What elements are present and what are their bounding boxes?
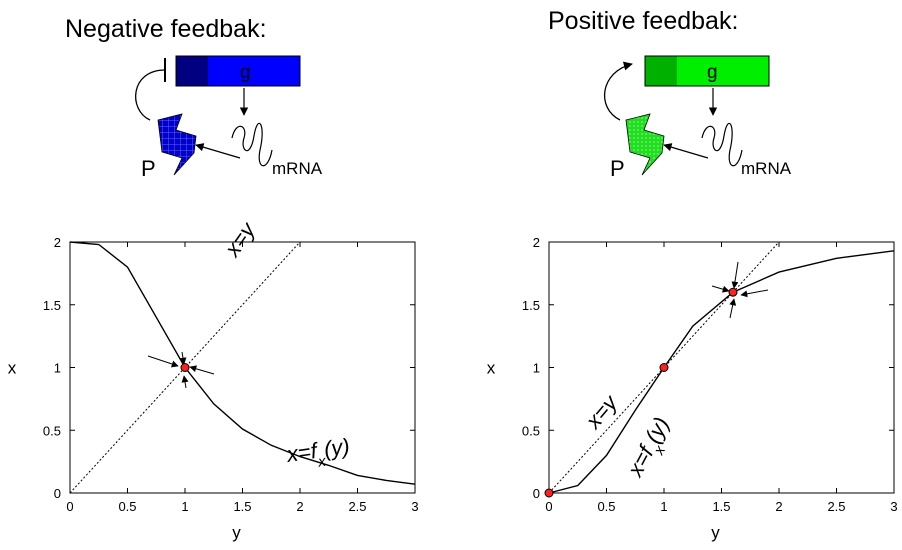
x-tick-label: 0.5: [118, 499, 136, 514]
x-tick-label: 1.5: [233, 499, 251, 514]
gene-box-dark-segment: [645, 56, 677, 86]
translation-arrow: [195, 143, 241, 159]
x-tick-label: 1: [660, 499, 667, 514]
y-tick-label: 1: [54, 361, 61, 376]
flow-arrow: [731, 261, 739, 289]
y-tick-label: 0.5: [522, 423, 540, 438]
negative-feedback-title: Negative feedbak:: [65, 15, 267, 43]
x-tick-label: 1.5: [712, 499, 730, 514]
flow-arrow: [740, 289, 769, 298]
y-tick-label: 0: [533, 486, 540, 501]
fixed-point: [544, 488, 554, 498]
fx-curve-label: x=fx(y): [622, 413, 681, 485]
y-tick-label: 1: [533, 361, 540, 376]
repression-arc: [135, 69, 166, 121]
x-tick-label: 2: [775, 499, 782, 514]
y-tick-label: 0.5: [43, 423, 61, 438]
x-tick-label: 2: [296, 499, 303, 514]
mrna-label: mRNA: [272, 159, 323, 178]
negative-feedback-plot: 0 0.5 1 1.5 2 2.5 3 0 0.5 1 1.5 2 y x x=y x=fx(y): [8, 216, 419, 542]
identity-line-label: x=y: [219, 216, 261, 261]
flow-arrow: [179, 351, 187, 365]
activation-arrow: [603, 61, 633, 121]
y-axis-label: x: [8, 359, 17, 378]
mrna-icon: [701, 122, 743, 167]
fixed-point: [728, 287, 738, 297]
x-tick-label: 0: [66, 499, 73, 514]
protein-label: P: [141, 156, 156, 181]
fixed-point: [180, 363, 190, 372]
positive-feedback-title: Positive feedbak:: [548, 7, 738, 35]
y-tick-label: 0: [54, 486, 61, 501]
gene-label: g: [240, 62, 251, 83]
gene-label: g: [707, 62, 718, 83]
protein-icon: [157, 113, 197, 176]
mrna-icon: [231, 122, 273, 167]
x-tick-label: 3: [411, 499, 418, 514]
flow-arrow: [181, 375, 189, 389]
x-axis-label: y: [711, 523, 720, 542]
y-tick-label: 1.5: [43, 298, 61, 313]
y-tick-label: 1.5: [522, 298, 540, 313]
plot-frame: [69, 241, 416, 494]
flow-arrow: [711, 285, 730, 293]
x-tick-label: 3: [890, 499, 897, 514]
protein-label: P: [610, 156, 625, 181]
gene-box: g: [175, 55, 301, 87]
protein-icon: [625, 113, 665, 176]
translation-arrow: [663, 143, 709, 159]
x-tick-label: 2.5: [827, 499, 845, 514]
mrna-label: mRNA: [741, 159, 792, 178]
identity-line: [548, 241, 780, 494]
flow-arrow: [729, 298, 737, 319]
x-tick-label: 0.5: [597, 499, 615, 514]
gene-box-main-segment: [677, 56, 769, 86]
y-axis-label: x: [487, 359, 496, 378]
x-tick-label: 1: [181, 499, 188, 514]
gene-box: g: [644, 55, 770, 87]
positive-feedback-plot: 0 0.5 1 1.5 2 2.5 3 0 0.5 1 1.5 2 y x x=yx=fx(y): [487, 235, 898, 542]
y-tick-label: 2: [54, 235, 61, 250]
fixed-point: [659, 363, 669, 372]
identity-line-label: x=y: [580, 389, 623, 434]
gene-box-main-segment: [208, 56, 300, 86]
flow-arrow: [189, 365, 215, 375]
fx-curve: [548, 250, 895, 494]
fx-curve-label: x=fx(y): [284, 433, 352, 474]
x-tick-label: 2.5: [348, 499, 366, 514]
positive-feedback-schematic: Positive feedbak: g mRNA P: [548, 7, 792, 181]
x-axis-label: y: [232, 523, 241, 542]
flow-arrow: [147, 355, 179, 368]
identity-line: [69, 241, 301, 494]
fx-curve: [69, 241, 416, 485]
y-tick-label: 2: [533, 235, 540, 250]
gene-box-dark-segment: [176, 56, 208, 86]
plot-frame: [548, 241, 895, 494]
x-tick-label: 0: [545, 499, 552, 514]
negative-feedback-schematic: Negative feedbak: g mRNA P: [65, 15, 323, 181]
